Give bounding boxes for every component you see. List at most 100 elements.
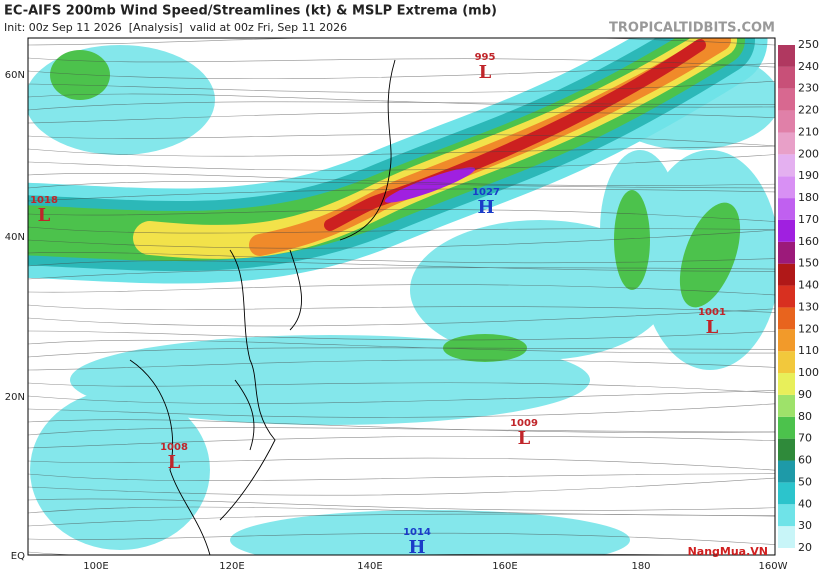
- colorbar-label: 160: [798, 235, 819, 248]
- streamline: [28, 359, 775, 371]
- colorbar-label: 70: [798, 432, 812, 445]
- colorbar-label: 50: [798, 475, 812, 488]
- pressure-letter: L: [479, 62, 492, 83]
- lon-label: 120E: [219, 561, 244, 572]
- lat-label: EQ: [11, 551, 25, 562]
- streamline: [28, 339, 775, 354]
- colorbar-label: 110: [798, 344, 819, 357]
- streamline: [28, 330, 775, 341]
- colorbar-label: 170: [798, 213, 819, 226]
- pressure-value: 1018: [30, 195, 58, 206]
- streamline: [28, 101, 775, 111]
- streamline: [28, 188, 775, 202]
- colorbar-swatch: [778, 132, 795, 155]
- lon-label: 140E: [357, 561, 382, 572]
- colorbar-swatch: [778, 88, 795, 111]
- colorbar-swatch: [778, 66, 795, 89]
- streamline: [28, 390, 775, 404]
- colorbar-label: 100: [798, 366, 819, 379]
- streamline: [28, 308, 775, 327]
- lon-label: 180: [631, 561, 650, 572]
- streamline: [28, 181, 775, 189]
- colorbar-label: 80: [798, 410, 812, 423]
- streamline: [28, 551, 696, 555]
- streamline: [28, 473, 775, 482]
- colorbar-swatch: [778, 219, 795, 242]
- lon-label: 160W: [759, 561, 788, 572]
- pressure-letter: L: [168, 452, 181, 473]
- lat-label: 40N: [5, 232, 25, 243]
- colorbar-swatch: [778, 526, 795, 548]
- pressure-value: 1008: [160, 442, 188, 453]
- colorbar-swatch: [778, 198, 795, 220]
- map-area: [28, 38, 775, 555]
- colorbar-label: 180: [798, 191, 819, 204]
- watermark: NangMua.VN: [688, 545, 768, 558]
- pressure-letter: H: [477, 197, 494, 218]
- colorbar-swatch: [778, 154, 795, 177]
- lat-label: 20N: [5, 392, 25, 403]
- colorbar-label: 40: [798, 497, 812, 510]
- streamline: [28, 304, 775, 313]
- streamline: [28, 173, 775, 186]
- colorbar-label: 240: [798, 60, 819, 73]
- streamline: [28, 63, 775, 80]
- colorbar-label: 130: [798, 300, 819, 313]
- streamline: [28, 80, 775, 93]
- pressure-letter: L: [38, 205, 51, 226]
- streamline: [28, 498, 775, 511]
- streamline: [28, 267, 775, 280]
- colorbar-label: 150: [798, 257, 819, 270]
- colorbar-label: 120: [798, 322, 819, 335]
- streamline: [28, 477, 775, 496]
- lon-label: 160E: [492, 561, 517, 572]
- streamline: [28, 226, 775, 234]
- colorbar-label: 200: [798, 147, 819, 160]
- colorbar-label: 20: [798, 541, 812, 554]
- streamline: [28, 419, 775, 433]
- colorbar-label: 230: [798, 82, 819, 95]
- colorbar-label: 190: [798, 169, 819, 182]
- lon-label: 100E: [83, 561, 108, 572]
- colorbar-swatch: [778, 416, 795, 439]
- colorbar-swatch: [778, 460, 795, 483]
- streamline: [28, 38, 775, 46]
- colorbar-swatch: [778, 176, 795, 199]
- streamline: [28, 347, 775, 358]
- streamline: [28, 513, 775, 527]
- colorbar-label: 220: [798, 104, 819, 117]
- colorbar-label: 140: [798, 279, 819, 292]
- colorbar-swatch: [778, 482, 795, 505]
- streamline: [28, 111, 775, 124]
- streamline: [28, 252, 775, 264]
- streamline: [28, 532, 775, 545]
- colorbar-swatch: [778, 329, 795, 352]
- pressure-value: 1014: [403, 527, 431, 538]
- subtitle: Init: 00z Sep 11 2026 [Analysis] valid a…: [4, 21, 347, 34]
- colorbar-label: 30: [798, 519, 812, 532]
- colorbar-swatch: [778, 45, 795, 67]
- streamline: [28, 57, 775, 68]
- colorbar-swatch: [778, 504, 795, 527]
- pressure-value: 1009: [510, 418, 538, 429]
- colorbar-label: 90: [798, 388, 812, 401]
- pressure-value: 1027: [472, 187, 500, 198]
- colorbar-label: 250: [798, 38, 819, 51]
- pressure-letter: H: [408, 537, 425, 558]
- colorbar-swatch: [778, 351, 795, 374]
- colorbar: 20 30 40 50 60 70 80 90 100 110 120 130 140 150 160 170…: [778, 38, 819, 554]
- colorbar-label: 210: [798, 125, 819, 138]
- streamline: [28, 435, 775, 449]
- colorbar-swatch: [778, 241, 795, 264]
- streamline: [28, 229, 775, 249]
- lat-label: 60N: [5, 70, 25, 81]
- pressure-value: 1001: [698, 307, 726, 318]
- pressure-letter: L: [706, 317, 719, 338]
- colorbar-swatch: [778, 307, 795, 330]
- colorbar-swatch: [778, 438, 795, 461]
- streamline: [28, 154, 775, 171]
- colorbar-swatch: [778, 285, 795, 308]
- source: TROPICALTIDBITS.COM: [609, 21, 775, 36]
